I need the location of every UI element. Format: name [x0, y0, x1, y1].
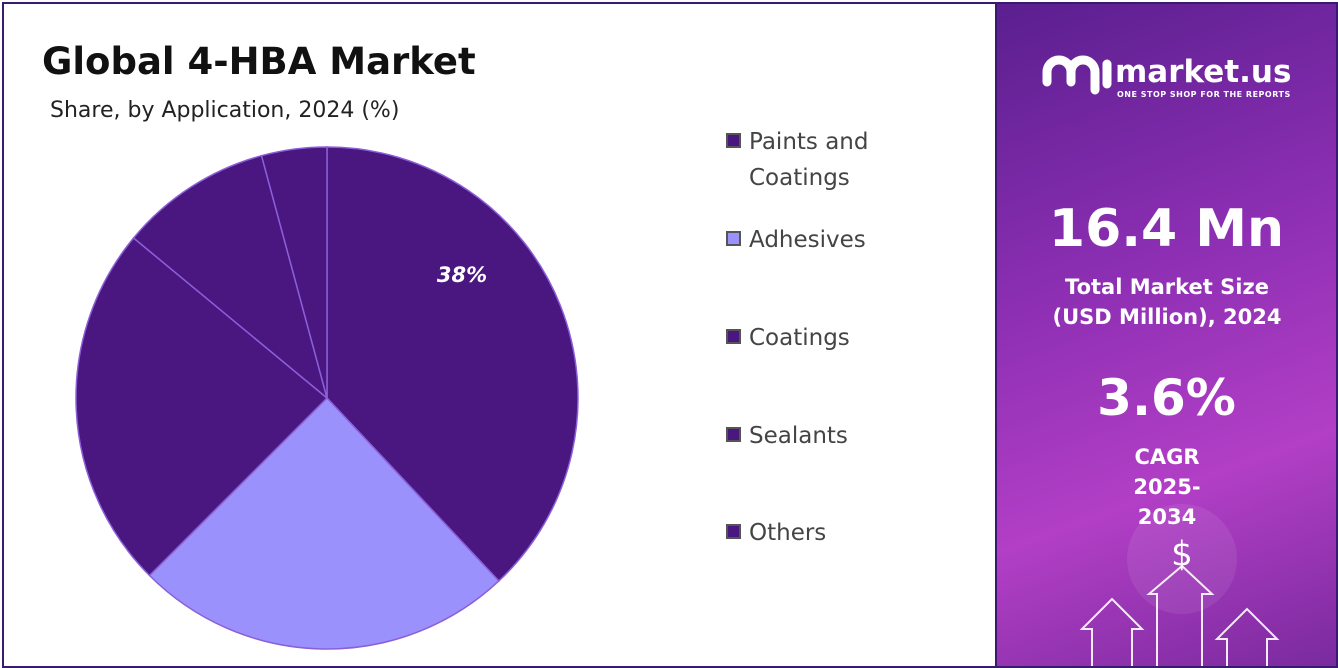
legend-label: Others — [749, 520, 827, 546]
legend-label: Sealants — [749, 423, 848, 449]
summary-panel: $ market.us ONE STOP SHOP FOR THE REPORT… — [995, 2, 1338, 668]
tagline: ONE STOP SHOP FOR THE REPORTS — [1117, 90, 1291, 99]
legend-item: Coatings — [726, 320, 926, 356]
legend-label: Adhesives — [749, 227, 866, 253]
legend-label: Coatings — [749, 325, 850, 351]
pie-slice — [132, 154, 329, 401]
chart-title: Global 4-HBA Market — [42, 40, 476, 83]
legend-swatch — [726, 231, 741, 246]
pie-slice — [75, 236, 329, 577]
market-size: 16.4 Mn — [1048, 199, 1285, 259]
pie-slice — [148, 396, 500, 650]
legend-swatch — [726, 133, 741, 148]
pie-chart: 38% — [75, 146, 579, 650]
svg-text:$: $ — [1171, 535, 1193, 575]
legend-label: Paints and Coatings — [749, 129, 869, 191]
pie-slice — [260, 146, 328, 399]
legend-item: Others — [726, 515, 926, 551]
data-label: 38% — [437, 263, 487, 287]
brand: market.us — [1115, 54, 1292, 90]
cagr: 3.6% — [1097, 369, 1236, 427]
legend-item: Paints and Coatings — [726, 124, 926, 196]
cagr-label: CAGR 2025-2034 — [1133, 445, 1201, 529]
chart-panel: Global 4-HBA Market Share, by Applicatio… — [2, 2, 995, 668]
decoration: $ — [1042, 55, 1280, 666]
legend-swatch — [726, 329, 741, 344]
chart-subtitle: Share, by Application, 2024 (%) — [50, 98, 400, 123]
legend-item: Adhesives — [726, 222, 926, 258]
legend-item: Sealants — [726, 418, 926, 454]
legend-swatch — [726, 524, 741, 539]
market-size-label: Total Market Size (USD Million), 2024 — [1052, 275, 1282, 329]
legend-swatch — [726, 427, 741, 442]
pie-slice — [326, 146, 579, 583]
